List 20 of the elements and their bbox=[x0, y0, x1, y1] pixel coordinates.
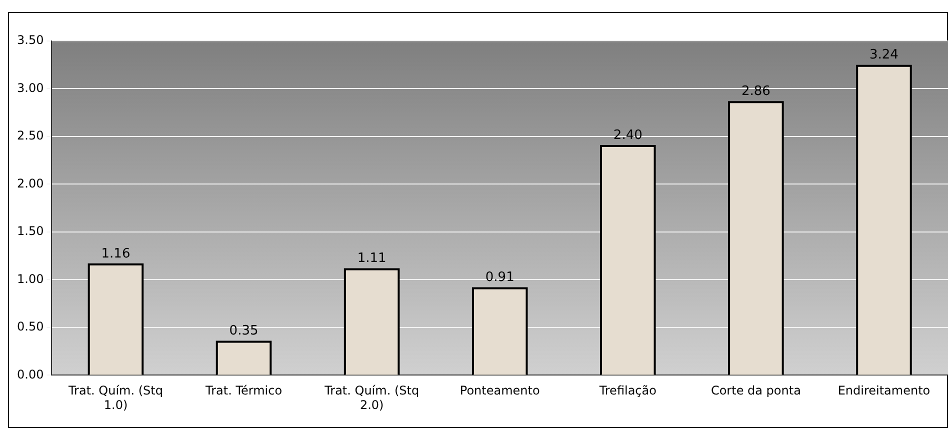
x-tick-label: Trat. Quím. (Stq 1.0) bbox=[67, 384, 163, 412]
x-tick-label: Endireitamento bbox=[838, 384, 930, 398]
x-tick-label: Trat. Quím. (Stq 2.0) bbox=[324, 384, 420, 412]
y-tick-label: 1.00 bbox=[17, 272, 44, 286]
data-label: 3.24 bbox=[870, 48, 898, 63]
y-tick-label: 3.50 bbox=[17, 33, 44, 48]
y-tick-label: 0.50 bbox=[17, 320, 44, 334]
y-tick-label: 0.00 bbox=[17, 367, 44, 382]
x-tick-label: Trefilação bbox=[598, 384, 656, 398]
x-tick-label: Corte da ponta bbox=[710, 384, 801, 398]
x-tick-label: Trat. Térmico bbox=[204, 384, 282, 398]
data-label: 1.11 bbox=[357, 251, 386, 266]
y-tick-label: 2.50 bbox=[17, 128, 44, 143]
y-tick-label: 1.50 bbox=[17, 224, 44, 238]
data-label: 0.35 bbox=[229, 324, 258, 339]
data-label: 1.16 bbox=[101, 246, 130, 262]
x-tick-label: Ponteamento bbox=[460, 384, 540, 398]
data-label: 0.91 bbox=[485, 270, 514, 286]
y-tick-label: 2.00 bbox=[17, 176, 44, 190]
y-tick-label: 3.00 bbox=[17, 80, 44, 95]
